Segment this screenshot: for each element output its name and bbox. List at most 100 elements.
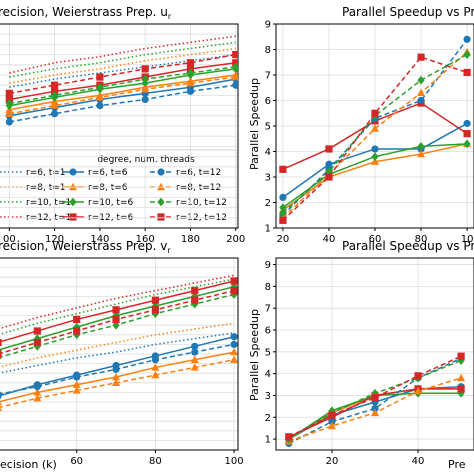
data-point <box>5 89 13 97</box>
data-point <box>417 142 425 151</box>
data-point <box>186 68 195 78</box>
data-point <box>230 277 238 285</box>
data-point <box>279 216 287 224</box>
panel-4-grid <box>276 258 474 450</box>
data-point <box>457 352 465 360</box>
panel-2-series <box>278 35 472 224</box>
series-line <box>9 84 236 123</box>
data-point <box>417 53 425 61</box>
legend-marker <box>157 168 165 176</box>
series-line <box>0 278 235 335</box>
series-line <box>288 357 462 445</box>
data-point <box>285 433 293 441</box>
panel-4-frame <box>275 257 474 451</box>
legend-entry: r=10, t=1 <box>0 198 71 208</box>
series-line <box>288 355 462 438</box>
data-point <box>73 327 81 335</box>
data-point <box>191 296 199 304</box>
legend-label: r=8, t=1 <box>26 183 66 193</box>
legend-entry: r=6, t=12 <box>150 168 221 178</box>
panel-1-grid <box>0 24 238 228</box>
data-point <box>325 160 333 168</box>
data-point <box>112 365 120 373</box>
legend-label: r=10, t=1 <box>26 198 71 208</box>
series-line <box>9 62 236 101</box>
y-tick-label: 1 <box>265 224 271 235</box>
legend-marker <box>157 182 165 191</box>
series-r-10-t-1 <box>0 278 235 335</box>
data-point <box>325 145 333 153</box>
x-tick-label: 180 <box>181 234 200 245</box>
data-point <box>72 386 81 394</box>
data-point <box>0 407 2 411</box>
data-point <box>0 350 2 358</box>
data-point <box>33 393 42 402</box>
y-tick-label: 8 <box>265 282 271 293</box>
data-point <box>50 101 59 109</box>
data-point <box>73 322 81 332</box>
data-point <box>463 130 471 138</box>
data-point <box>141 95 149 104</box>
panel-2-plot: 20 40 60 80 10 1 2 3 4 5 6 7 8 9 <box>265 20 474 245</box>
series-line <box>282 56 468 221</box>
data-point <box>33 383 41 391</box>
series-r-8-t-6 <box>5 70 238 113</box>
data-point <box>190 355 199 363</box>
data-point <box>151 306 159 314</box>
panel-4-title: Parallel Speedup vs Pr <box>342 239 474 253</box>
panel-2-title: Parallel Speedup vs Pr <box>342 5 474 19</box>
data-point <box>279 203 287 212</box>
legend-marker <box>157 197 165 207</box>
legend-label: r=8, t=6 <box>88 183 128 193</box>
data-point <box>112 306 120 314</box>
data-point <box>417 96 425 105</box>
data-point <box>151 296 159 304</box>
x-tick-label: 00 <box>3 234 16 245</box>
y-tick-label: 6 <box>265 96 271 107</box>
data-point <box>191 342 199 350</box>
series-r-6-t-12 <box>0 340 238 398</box>
series-line <box>9 68 236 107</box>
legend-label: r=8, t=12 <box>176 183 221 193</box>
data-point <box>232 59 238 67</box>
legend-marker <box>69 197 77 207</box>
legend-label: r=10, t=12 <box>176 198 227 208</box>
data-point <box>5 109 14 117</box>
series-line <box>0 332 235 374</box>
series-line <box>9 76 236 115</box>
legend: degree, num. threads r=6, t=1 r=8, t=1 r=1… <box>0 149 237 229</box>
x-tick-label: 200 <box>226 234 245 245</box>
data-point <box>33 388 42 396</box>
data-point <box>371 157 379 165</box>
series-r-12-t-6 <box>0 277 238 347</box>
y-tick-label: 1 <box>265 435 271 446</box>
data-point <box>463 68 471 77</box>
data-point <box>417 75 425 85</box>
data-point <box>141 74 149 84</box>
data-point <box>112 378 121 386</box>
y-tick-label: 7 <box>265 71 271 82</box>
data-point <box>96 102 104 110</box>
data-point <box>33 341 41 351</box>
data-point <box>96 73 104 81</box>
series-r-8-t-12 <box>0 355 238 411</box>
data-point <box>151 301 159 311</box>
legend-label: r=6, t=6 <box>88 168 128 178</box>
series-r-8-t-12 <box>284 373 466 445</box>
panel-3-title: recision, Weierstrass Prep. vr <box>0 239 171 255</box>
legend-entry: r=10, t=12 <box>150 197 227 208</box>
y-tick-label: 8 <box>265 45 271 56</box>
legend-label: r=6, t=1 <box>26 168 66 178</box>
panel-1-title: recision, Weierstrass Prep. ur <box>0 5 172 21</box>
legend-entry: r=10, t=6 <box>62 197 133 208</box>
data-point <box>190 363 199 371</box>
panel-3-grid <box>0 258 238 450</box>
x-tick-label: 60 <box>369 234 382 245</box>
x-tick-label: 20 <box>326 456 339 467</box>
data-point <box>463 50 471 59</box>
data-point <box>230 340 238 348</box>
panel-4-plot: 20 40 1 2 3 4 5 6 7 8 9 <box>265 257 474 467</box>
data-point <box>463 139 471 149</box>
data-point <box>151 309 159 319</box>
